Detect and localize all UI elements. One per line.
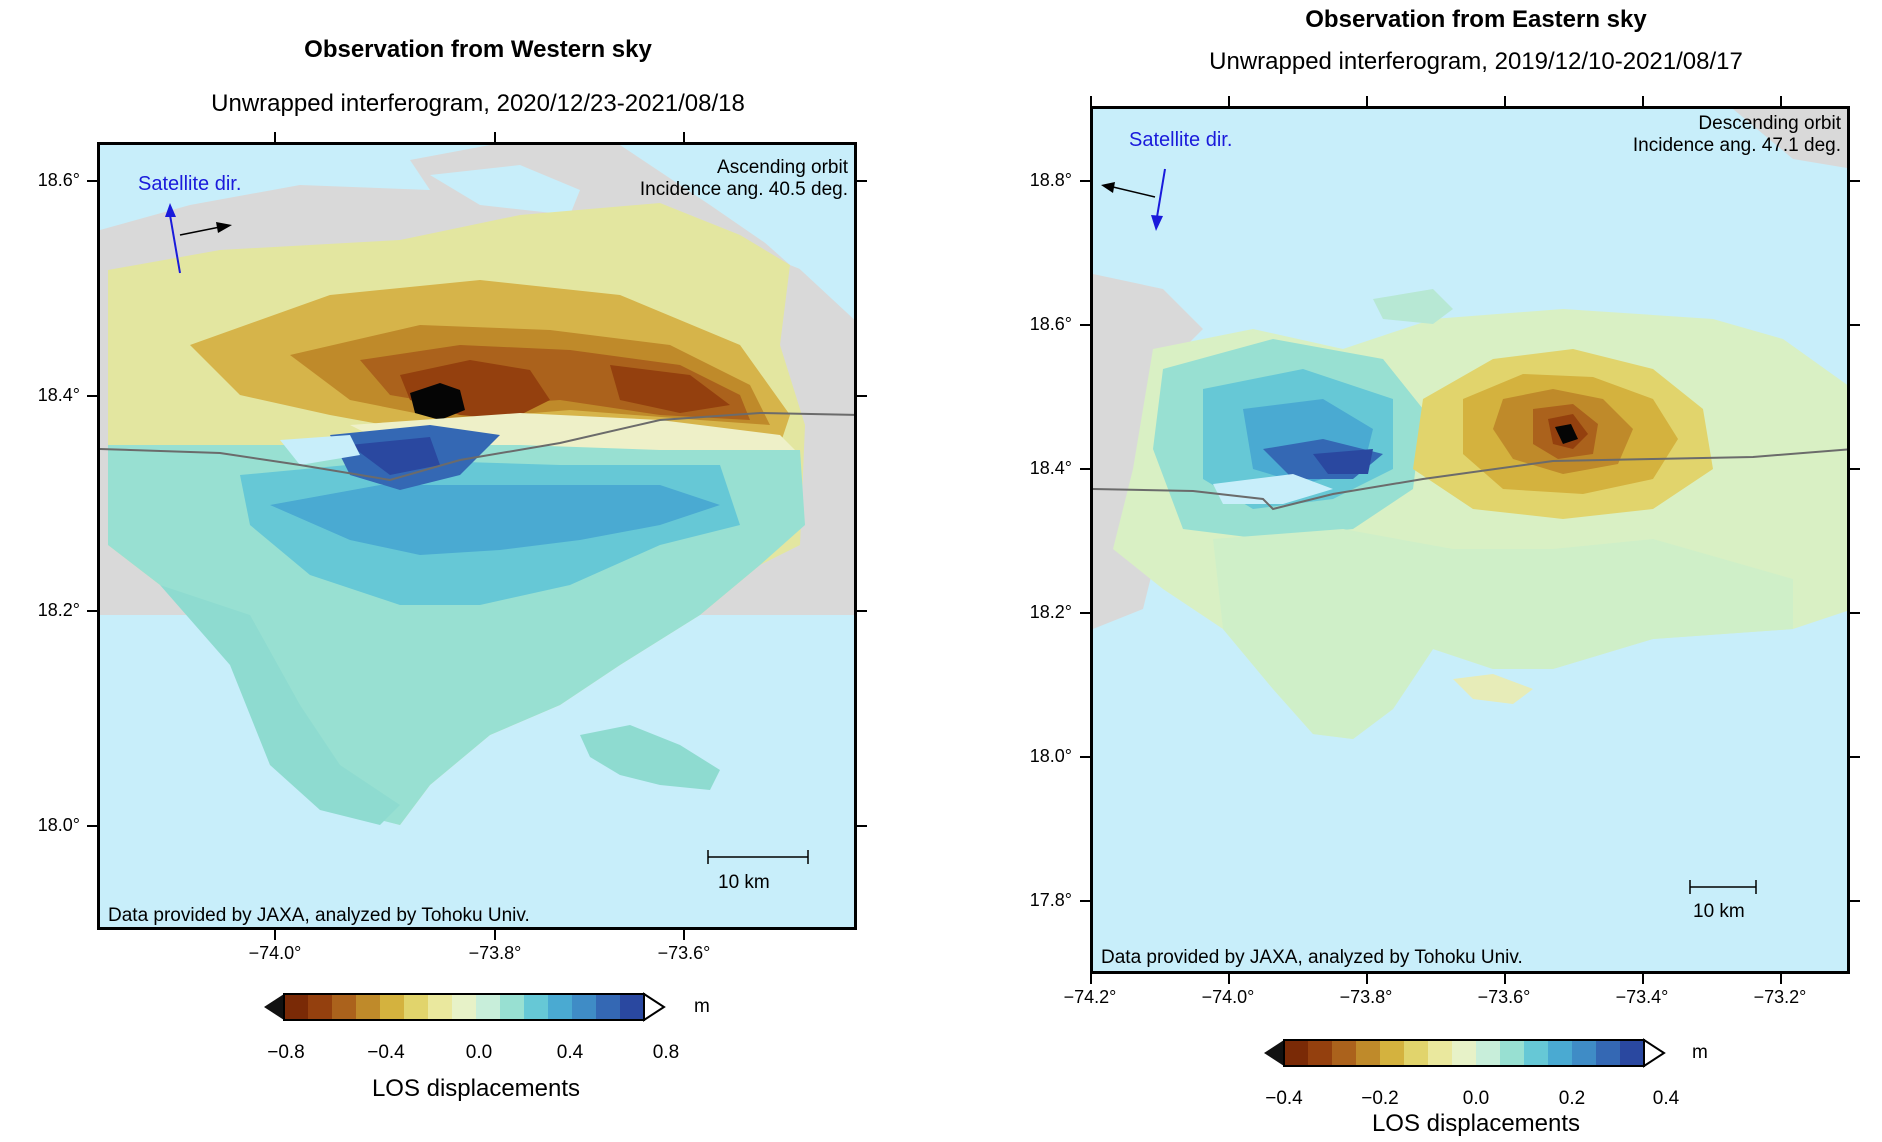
- colorbar-segment: [1548, 1040, 1573, 1066]
- left-colorbar-svg: [264, 992, 666, 1022]
- cbar-tick: 0.0: [465, 1042, 493, 1063]
- left-orbit-info: Ascending orbit Incidence ang. 40.5 deg.: [640, 157, 848, 201]
- lat-tick: 18.6°: [37, 170, 80, 190]
- colorbar-segment: [596, 994, 621, 1020]
- lat-tick: 18.6°: [1029, 314, 1072, 334]
- colorbar-segment: [428, 994, 453, 1020]
- right-satellite-label: Satellite dir.: [1129, 129, 1233, 151]
- lon-tick: −73.8°: [468, 943, 522, 963]
- right-orbit-info: Descending orbit Incidence ang. 47.1 deg…: [1633, 113, 1841, 157]
- colorbar-segment: [1428, 1040, 1453, 1066]
- colorbar-outline: [1283, 1039, 1645, 1067]
- right-cbar-unit: m: [1692, 1042, 1708, 1063]
- lat-tick: 17.8°: [1029, 890, 1072, 910]
- colorbar-segment: [524, 994, 549, 1020]
- colorbar-segment: [380, 994, 405, 1020]
- lat-tick: 18.8°: [1029, 170, 1072, 190]
- colorbar-segment: [284, 994, 309, 1020]
- colorbar-segment: [1572, 1040, 1597, 1066]
- colorbar-segment: [1356, 1040, 1381, 1066]
- cbar-tick: −0.4: [367, 1042, 405, 1063]
- left-scale-label: 10 km: [718, 872, 770, 893]
- colorbar-segment: [620, 994, 645, 1020]
- lon-tick: −73.6°: [657, 943, 711, 963]
- colorbar-segment: [1452, 1040, 1477, 1066]
- colorbar-segment: [1284, 1040, 1309, 1066]
- lon-tick: −73.8°: [1339, 987, 1393, 1007]
- cbar-tick: 0.8: [652, 1042, 680, 1063]
- right-map[interactable]: Satellite dir. Descending orbit Incidenc…: [1090, 106, 1850, 974]
- colorbar-outline: [283, 993, 645, 1021]
- left-panel-title: Observation from Western sky: [304, 36, 652, 63]
- colorbar-segment: [476, 994, 501, 1020]
- colorbar-segment: [1476, 1040, 1501, 1066]
- colorbar-segment: [1524, 1040, 1549, 1066]
- lon-tick: −74.2°: [1063, 987, 1117, 1007]
- lon-tick: −73.6°: [1477, 987, 1531, 1007]
- right-scale-label: 10 km: [1693, 901, 1745, 922]
- lat-tick: 18.2°: [37, 600, 80, 620]
- left-orbit-line2: Incidence ang. 40.5 deg.: [639, 179, 848, 200]
- right-orbit-line1: Descending orbit: [1698, 113, 1841, 134]
- colorbar-over-triangle: [1643, 1038, 1666, 1068]
- right-credit: Data provided by JAXA, analyzed by Tohok…: [1101, 947, 1523, 968]
- lon-tick: −74.0°: [248, 943, 302, 963]
- lat-tick: 18.4°: [1029, 458, 1072, 478]
- cbar-tick: 0.0: [1462, 1088, 1490, 1109]
- cbar-tick: −0.4: [1265, 1088, 1303, 1109]
- right-panel-title: Observation from Eastern sky: [1305, 6, 1647, 33]
- colorbar-segment: [452, 994, 477, 1020]
- left-panel-subtitle: Unwrapped interferogram, 2020/12/23-2021…: [211, 90, 745, 117]
- right-colorbar: [1262, 1036, 1682, 1075]
- lat-tick: 18.0°: [1029, 746, 1072, 766]
- colorbar-segment: [1596, 1040, 1621, 1066]
- left-cbar-unit: m: [694, 996, 710, 1017]
- left-map[interactable]: Satellite dir. Ascending orbit Incidence…: [97, 142, 857, 930]
- left-colorbar: [262, 990, 682, 1029]
- colorbar-segment: [1620, 1040, 1645, 1066]
- left-credit: Data provided by JAXA, analyzed by Tohok…: [108, 905, 530, 926]
- right-cbar-label: LOS displacements: [1371, 1110, 1581, 1137]
- lon-tick: −73.2°: [1753, 987, 1807, 1007]
- colorbar-segment: [1380, 1040, 1405, 1066]
- right-map-image: [1093, 109, 1847, 894]
- lat-tick: 18.4°: [37, 385, 80, 405]
- left-orbit-line1: Ascending orbit: [717, 157, 848, 178]
- colorbar-segment: [572, 994, 597, 1020]
- right-orbit-line2: Incidence ang. 47.1 deg.: [1632, 135, 1841, 156]
- colorbar-over-triangle: [643, 992, 666, 1022]
- colorbar-under-triangle: [1264, 1040, 1284, 1066]
- lon-tick: −74.0°: [1201, 987, 1255, 1007]
- colorbar-segment: [308, 994, 333, 1020]
- cbar-tick: −0.8: [267, 1042, 305, 1063]
- colorbar-segment: [1332, 1040, 1357, 1066]
- cbar-tick: 0.4: [1652, 1088, 1680, 1109]
- cbar-tick: 0.4: [556, 1042, 584, 1063]
- colorbar-segment: [404, 994, 429, 1020]
- right-panel-subtitle: Unwrapped interferogram, 2019/12/10-2021…: [1209, 48, 1743, 75]
- lat-tick: 18.2°: [1029, 602, 1072, 622]
- left-cbar-label: LOS displacements: [371, 1075, 581, 1102]
- colorbar-segment: [548, 994, 573, 1020]
- lon-tick: −73.4°: [1615, 987, 1669, 1007]
- left-map-image: [100, 145, 854, 927]
- colorbar-under-triangle: [264, 994, 284, 1020]
- right-colorbar-svg: [1264, 1038, 1666, 1068]
- cbar-tick: −0.2: [1361, 1088, 1399, 1109]
- lat-tick: 18.0°: [37, 815, 80, 835]
- colorbar-segment: [332, 994, 357, 1020]
- colorbar-segment: [356, 994, 381, 1020]
- colorbar-segment: [1500, 1040, 1525, 1066]
- left-satellite-label: Satellite dir.: [138, 173, 242, 195]
- cbar-tick: 0.2: [1558, 1088, 1586, 1109]
- colorbar-segment: [1404, 1040, 1429, 1066]
- colorbar-segment: [500, 994, 525, 1020]
- colorbar-segment: [1308, 1040, 1333, 1066]
